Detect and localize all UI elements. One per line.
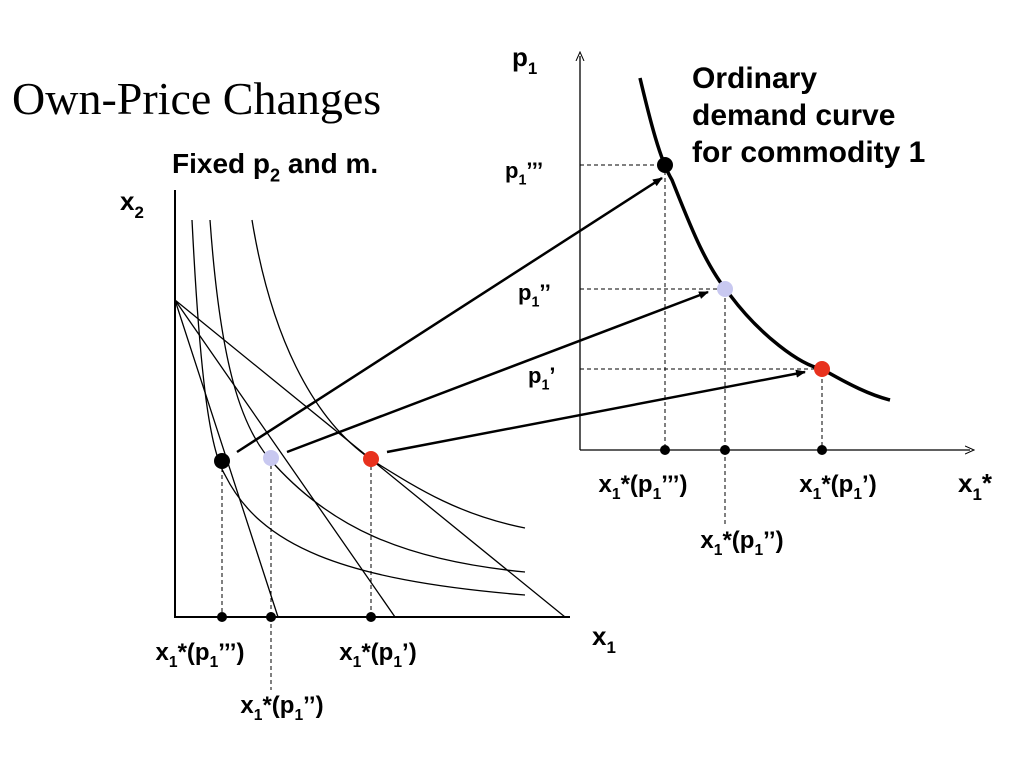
tick-dot — [266, 612, 276, 622]
text: x — [799, 471, 813, 498]
subscript: 1 — [210, 654, 219, 671]
point — [657, 157, 673, 173]
text: *(p — [178, 639, 210, 666]
subscript: 1 — [813, 486, 822, 503]
subscript: 1 — [254, 707, 263, 724]
subscript: 1 — [606, 638, 615, 657]
subscript: 1 — [294, 707, 303, 724]
tick-dot — [817, 445, 827, 455]
indifference-curve — [251, 219, 526, 529]
subscript: 1 — [754, 542, 763, 559]
subscript: 1 — [541, 378, 549, 394]
text: *(p — [821, 471, 853, 498]
text: *(p — [361, 639, 393, 666]
axes — [174, 190, 570, 618]
arrow — [286, 290, 709, 454]
subscript: 1 — [169, 654, 178, 671]
right-diagram — [580, 56, 970, 525]
tick-dot — [720, 445, 730, 455]
text: ’’) — [763, 527, 783, 554]
text: * — [982, 468, 993, 498]
label: x1* — [958, 468, 993, 504]
subscript: 1 — [972, 485, 981, 504]
text: ’’ — [539, 280, 550, 305]
indifference-curve — [209, 219, 526, 573]
point — [363, 451, 379, 467]
text: p — [528, 363, 541, 388]
label: x1*(p1’’) — [240, 692, 323, 724]
subscript: 1 — [353, 654, 362, 671]
point — [263, 450, 279, 466]
text: ’’’) — [218, 639, 244, 666]
text: p — [512, 42, 528, 72]
text: x — [592, 621, 607, 651]
label: x2 — [120, 186, 144, 222]
label: x1*(p1’’’) — [156, 639, 245, 671]
guide-lines — [221, 458, 372, 690]
label: x1*(p1’’) — [700, 527, 783, 559]
text: x — [700, 527, 714, 554]
label: x1*(p1’) — [799, 471, 876, 503]
tick-dot — [217, 612, 227, 622]
text: ’’) — [303, 692, 323, 719]
text: *(p — [262, 692, 294, 719]
subscript: 1 — [518, 173, 526, 189]
text: Fixed p — [172, 148, 270, 179]
text: p — [505, 158, 518, 183]
subscript: 1 — [612, 486, 621, 503]
left-diagram — [174, 190, 570, 690]
text: ’ — [549, 363, 555, 388]
label: p1 — [512, 42, 537, 78]
indifference-curve — [191, 219, 526, 596]
tick-dot — [660, 445, 670, 455]
label: p1’’’ — [505, 158, 543, 189]
label: p1’ — [528, 363, 556, 394]
label: x1*(p1’) — [339, 639, 416, 671]
text: *(p — [621, 471, 653, 498]
title: Own-Price Changes — [12, 73, 381, 124]
subscript: 1 — [653, 486, 662, 503]
curve-label: demand curve — [692, 99, 895, 132]
text: ’’’) — [661, 471, 687, 498]
arrow — [386, 369, 806, 454]
point — [214, 453, 230, 469]
text: x — [240, 692, 254, 719]
subscript: 1 — [853, 486, 862, 503]
text: ’’’ — [526, 158, 543, 183]
text: ’) — [862, 471, 877, 498]
text: x — [339, 639, 353, 666]
text: p — [518, 280, 531, 305]
point — [814, 361, 830, 377]
guide-lines — [580, 164, 823, 525]
curve-label: Ordinary — [692, 62, 817, 95]
text: and m. — [280, 148, 378, 179]
label: x1 — [592, 621, 616, 657]
label: x1*(p1’’’) — [599, 471, 688, 503]
subscript: 1 — [393, 654, 402, 671]
tick-dot — [366, 612, 376, 622]
label: p1’’ — [518, 280, 551, 311]
text: x — [156, 639, 170, 666]
arrow — [236, 176, 663, 454]
subscript: 2 — [270, 165, 280, 185]
text: ’) — [402, 639, 417, 666]
label: Fixed p2 and m. — [172, 148, 378, 185]
text: x — [599, 471, 613, 498]
subscript: 2 — [134, 203, 143, 222]
text: x — [120, 186, 135, 216]
subscript: 1 — [528, 59, 537, 78]
text: *(p — [722, 527, 754, 554]
text: x — [958, 468, 973, 498]
subscript: 1 — [714, 542, 723, 559]
point — [717, 281, 733, 297]
curve-label: for commodity 1 — [692, 136, 925, 169]
subscript: 1 — [531, 295, 539, 311]
